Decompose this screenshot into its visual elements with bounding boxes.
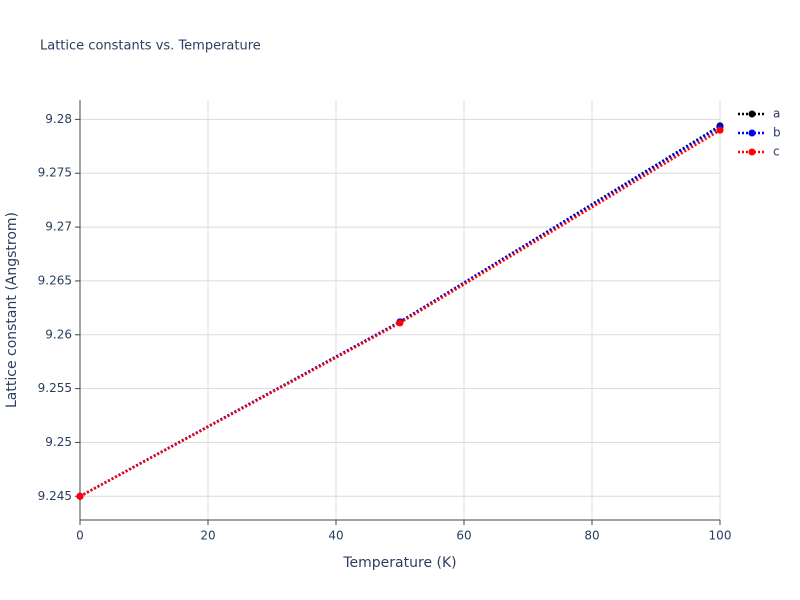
y-tick-label: 9.275 <box>38 166 72 180</box>
chart-title: Lattice constants vs. Temperature <box>40 39 261 54</box>
point <box>716 126 724 134</box>
y-tick-label: 9.255 <box>38 381 72 395</box>
series-line <box>79 125 721 498</box>
x-tick-label: 60 <box>456 529 471 543</box>
y-tick-label: 9.265 <box>38 273 72 287</box>
y-tick-label: 9.28 <box>45 112 72 126</box>
legend-marker <box>748 148 756 156</box>
point <box>396 319 404 327</box>
legend-label: a <box>773 107 780 121</box>
legend-marker <box>748 110 756 118</box>
series-line <box>79 129 721 498</box>
x-tick-label: 80 <box>584 529 599 543</box>
x-tick-label: 20 <box>200 529 215 543</box>
series-line <box>79 124 721 498</box>
legend-label: b <box>773 126 781 140</box>
x-tick-label: 0 <box>76 529 84 543</box>
y-tick-label: 9.245 <box>38 489 72 503</box>
x-axis-label: Temperature (K) <box>342 555 456 571</box>
legend-marker <box>748 129 756 137</box>
legend-label: c <box>773 145 780 159</box>
x-tick-label: 40 <box>328 529 343 543</box>
y-tick-label: 9.25 <box>45 435 72 449</box>
x-tick-label: 100 <box>709 529 732 543</box>
y-tick-label: 9.26 <box>45 327 72 341</box>
point <box>76 492 84 500</box>
y-tick-label: 9.27 <box>45 220 72 234</box>
y-axis-label: Lattice constant (Angstrom) <box>4 212 20 408</box>
